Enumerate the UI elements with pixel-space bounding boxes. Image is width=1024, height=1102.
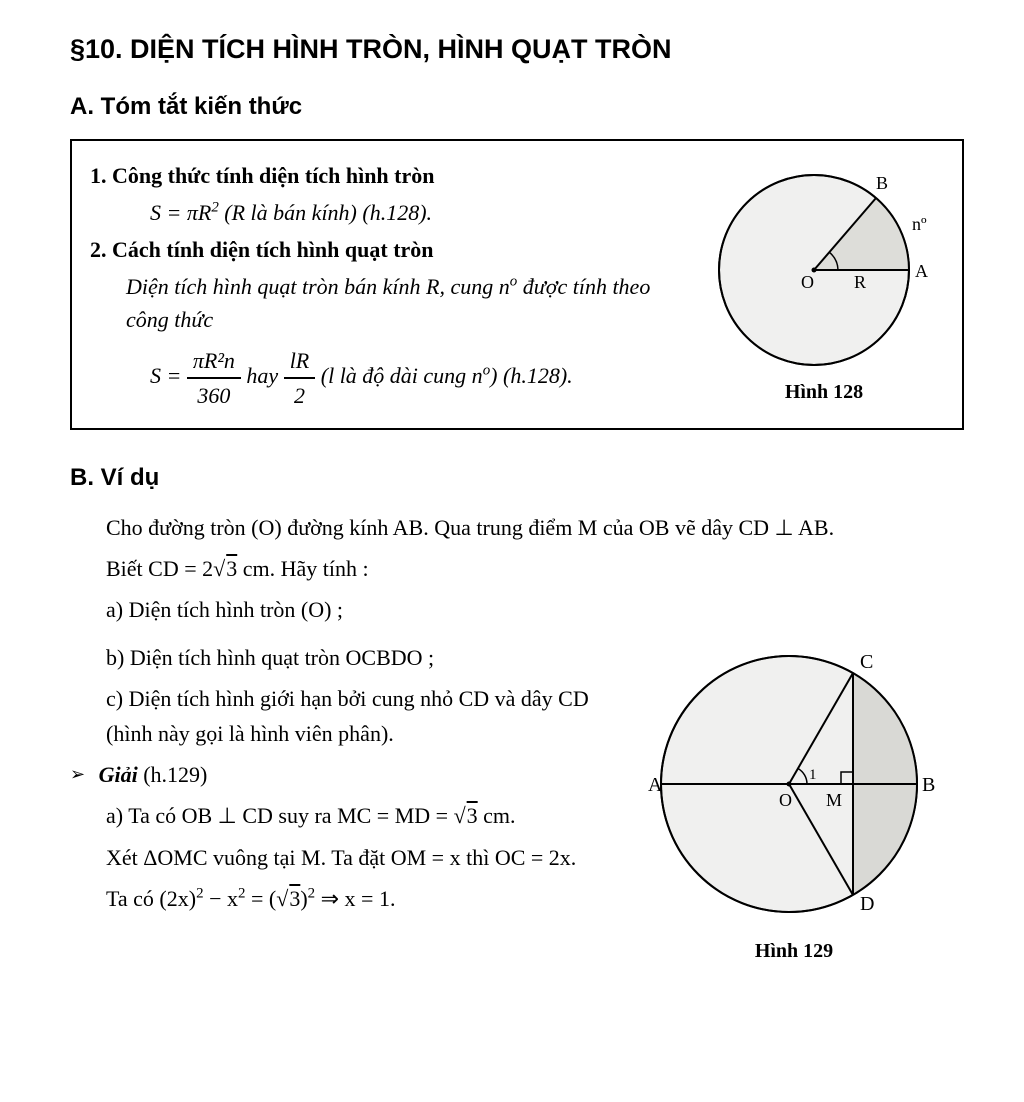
eq-mid: hay <box>246 363 283 388</box>
lbl-c: C <box>860 651 873 673</box>
exp: 2 <box>308 885 315 901</box>
solution-heading: Giải <box>99 762 138 787</box>
seg: a) Ta có OB ⊥ CD suy ra MC = MD = <box>106 803 454 828</box>
lbl-1: 1 <box>809 767 817 783</box>
eq-prefix: S = <box>150 363 187 388</box>
radicand: 3 <box>466 803 478 828</box>
section-b-heading: B. Ví dụ <box>70 464 964 492</box>
formula-tail: (R là bán kính) (h.128). <box>219 200 432 225</box>
radicand: 3 <box>288 886 300 911</box>
lbl-b: B <box>922 774 935 796</box>
seg: = <box>245 886 268 911</box>
paren: ) <box>300 886 307 911</box>
section-title: §10. DIỆN TÍCH HÌNH TRÒN, HÌNH QUẠT TRÒN <box>70 34 964 65</box>
figure-129-caption: Hình 129 <box>624 940 964 963</box>
problem-line-2: Biết CD = 2√3 cm. Hãy tính : <box>106 551 964 586</box>
sqrt: √3 <box>276 886 300 911</box>
box-subheading-1: 1. Công thức tính diện tích hình tròn <box>90 159 684 192</box>
numerator: πR²n <box>187 344 241 379</box>
solution-step-3: Ta có (2x)2 − x2 = (√3)2 ⇒ x = 1. <box>106 881 600 916</box>
lbl-r: R <box>854 272 866 292</box>
numerator: lR <box>284 344 316 379</box>
solution-heading-line: ➢ Giải (h.129) <box>70 757 600 792</box>
denominator: 2 <box>284 379 316 412</box>
seg: − x <box>204 886 238 911</box>
lbl-o: O <box>779 790 792 810</box>
solution-step-1: a) Ta có OB ⊥ CD suy ra MC = MD = √3 cm. <box>106 798 600 833</box>
page: §10. DIỆN TÍCH HÌNH TRÒN, HÌNH QUẠT TRÒN… <box>0 0 1024 1102</box>
box-subheading-2: 2. Cách tính diện tích hình quạt tròn <box>90 233 684 266</box>
figure-128: O R A B nº Hình 128 <box>704 155 944 404</box>
seg: cm. <box>478 803 516 828</box>
triangle-bullet-icon: ➢ <box>70 760 85 789</box>
question-a: a) Diện tích hình tròn (O) ; <box>106 592 964 627</box>
theory-box: 1. Công thức tính diện tích hình tròn S … <box>70 139 964 430</box>
seg-b: cm. Hãy tính : <box>237 556 368 581</box>
figure-129-svg: A B C D O M 1 <box>624 634 964 934</box>
solution-ref: (h.129) <box>138 762 208 787</box>
exponent: 2 <box>211 200 218 216</box>
figure-129: A B C D O M 1 Hình 129 <box>624 634 964 963</box>
figure-128-caption: Hình 128 <box>704 381 944 404</box>
figure-128-svg: O R A B nº <box>704 155 944 375</box>
formula-sector-area: S = πR²n 360 hay lR 2 (l là độ dài cung … <box>90 344 684 412</box>
fraction-1: πR²n 360 <box>187 344 241 412</box>
seg-a: Biết CD = 2 <box>106 556 213 581</box>
fraction-2: lR 2 <box>284 344 316 412</box>
eq-tail: (l là độ dài cung n <box>321 363 483 388</box>
question-b: b) Diện tích hình quạt tròn OCBDO ; <box>106 640 600 675</box>
seg: Ta có (2x) <box>106 886 196 911</box>
lbl-a: A <box>648 774 663 796</box>
example-body: Cho đường tròn (O) đường kính AB. Qua tr… <box>70 510 964 963</box>
formula-circle-area: S = πR2 (R là bán kính) (h.128). <box>90 196 684 229</box>
sqrt: √3 <box>454 803 478 828</box>
lbl-m: M <box>826 790 842 810</box>
section-a-heading: A. Tóm tắt kiến thức <box>70 93 964 121</box>
denominator: 360 <box>187 379 241 412</box>
sqrt: √3 <box>213 556 237 581</box>
lbl-n: nº <box>912 214 927 234</box>
desc-text: Diện tích hình quạt tròn bán kính R, cun… <box>126 274 510 299</box>
lbl-o: O <box>801 272 814 292</box>
solution-step-2: Xét ΔOMC vuông tại M. Ta đặt OM = x thì … <box>106 840 600 875</box>
sector-area-desc: Diện tích hình quạt tròn bán kính R, cun… <box>90 270 684 336</box>
lbl-d: D <box>860 893 874 915</box>
problem-line-1: Cho đường tròn (O) đường kính AB. Qua tr… <box>106 510 964 545</box>
radicand: 3 <box>225 556 237 581</box>
lbl-a: A <box>915 261 928 281</box>
formula-text: S = πR <box>150 200 211 225</box>
eq-tail2: ) (h.128). <box>490 363 572 388</box>
seg: ⇒ x = 1. <box>315 886 395 911</box>
exp: 2 <box>196 885 203 901</box>
question-c: c) Diện tích hình giới hạn bởi cung nhỏ … <box>106 681 600 751</box>
lbl-b: B <box>876 173 888 193</box>
